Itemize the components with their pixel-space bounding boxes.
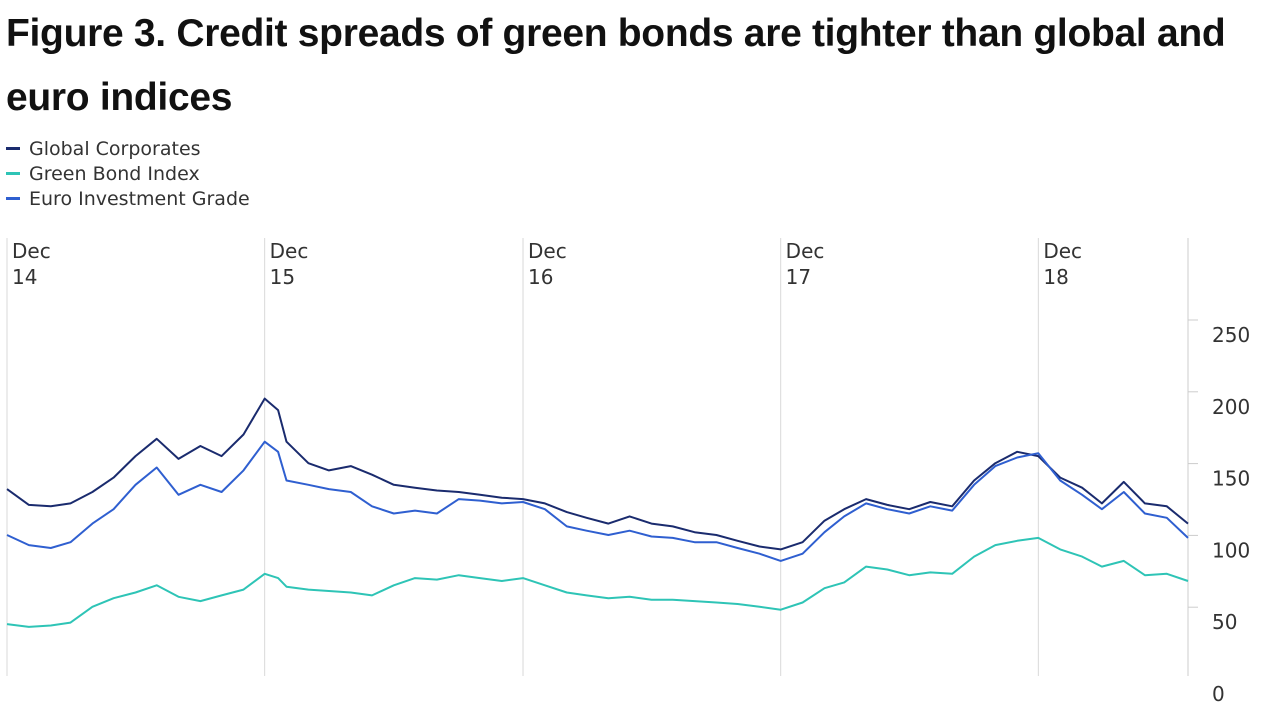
legend-entry-euro-investment-grade: Euro Investment Grade [6,186,250,211]
x-tick-label-month-0: Dec [12,239,51,263]
y-tick-label-5: 250 [1212,323,1250,347]
series-lines [6,397,1189,628]
chart-title: Figure 3. Credit spreads of green bonds … [6,12,1226,119]
series-line-euro-investment-grade [6,440,1189,562]
series-line-green-bond-index [6,536,1189,628]
y-axis: 0 50 100 150 200 250 [1187,238,1250,706]
y-tick-label-2: 100 [1212,538,1250,562]
legend-swatch-euro-investment-grade [6,197,20,200]
legend-swatch-global-corporates [6,147,20,150]
x-tick-label-year-0: 14 [12,265,37,289]
y-tick-label-0: 0 [1212,682,1225,706]
x-tick-label-year-3: 17 [786,265,811,289]
y-tick-label-3: 150 [1212,467,1250,491]
y-tick-label-1: 50 [1212,610,1237,634]
x-tick-label-year-1: 15 [270,265,295,289]
x-tick-label-month-3: Dec [786,239,825,263]
legend-entry-global-corporates: Global Corporates [6,136,250,161]
legend-label-global-corporates: Global Corporates [29,137,201,160]
x-tick-label-month-1: Dec [270,239,309,263]
legend-label-green-bond-index: Green Bond Index [29,162,200,185]
legend-entry-green-bond-index: Green Bond Index [6,161,250,186]
legend-swatch-green-bond-index [6,172,20,175]
y-tick-label-4: 200 [1212,395,1250,419]
x-tick-label-month-2: Dec [528,239,567,263]
x-tick-label-month-4: Dec [1043,239,1082,263]
vertical-gridlines [6,238,1039,676]
legend-label-euro-investment-grade: Euro Investment Grade [29,187,250,210]
series-line-global-corporates [6,397,1189,551]
x-tick-label-year-4: 18 [1043,265,1068,289]
chart-legend: Global Corporates Green Bond Index Euro … [6,136,250,211]
x-tick-label-year-2: 16 [528,265,553,289]
